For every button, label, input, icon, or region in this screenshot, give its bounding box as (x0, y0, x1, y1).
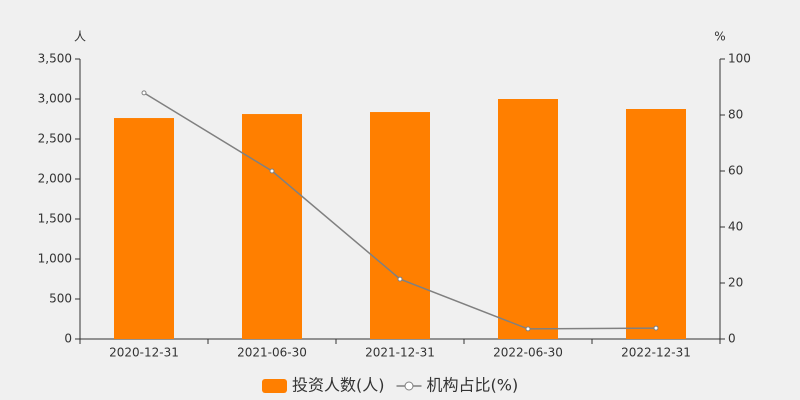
x-tick-label: 2022-06-30 (493, 346, 563, 360)
bar (242, 114, 302, 339)
legend-label: 投资人数(人) (292, 376, 385, 395)
y2-axis-unit: % (714, 30, 725, 44)
line-point (269, 168, 275, 174)
y-tick-label: 2,500 (38, 132, 72, 146)
y-tick-label: 1,000 (38, 252, 72, 266)
line-point (525, 326, 531, 332)
y2-tick-label: 40 (728, 220, 743, 234)
bar (626, 109, 686, 339)
x-tick-label: 2020-12-31 (109, 346, 179, 360)
y2-tick-label: 100 (728, 52, 751, 66)
y2-tick-label: 20 (728, 276, 743, 290)
legend-swatch (262, 379, 287, 393)
y-tick-label: 3,000 (38, 92, 72, 106)
bar (114, 118, 174, 339)
bar (498, 99, 558, 339)
x-tick-label: 2021-06-30 (237, 346, 307, 360)
y2-tick-label: 80 (728, 108, 743, 122)
y2-tick-label: 0 (728, 332, 736, 346)
y-tick-label: 500 (49, 292, 72, 306)
y-axis-unit: 人 (74, 30, 86, 44)
legend-swatch (404, 381, 414, 391)
y-tick-label: 1,500 (38, 212, 72, 226)
y-tick-label: 0 (64, 332, 72, 346)
line-point (397, 276, 403, 282)
y-tick-label: 2,000 (38, 172, 72, 186)
x-tick-label: 2022-12-31 (621, 346, 691, 360)
y-tick-label: 3,500 (38, 52, 72, 66)
y2-tick-label: 60 (728, 164, 743, 178)
x-tick-label: 2021-12-31 (365, 346, 435, 360)
legend-label: 机构占比(%) (427, 376, 519, 395)
bar (370, 112, 430, 339)
line-point (141, 90, 147, 96)
line-point (653, 325, 659, 331)
